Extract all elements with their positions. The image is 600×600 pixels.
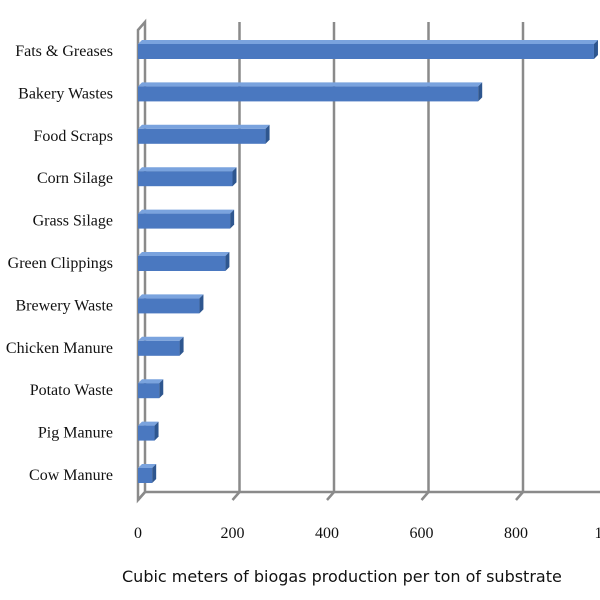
bar xyxy=(138,252,230,271)
bar-top xyxy=(138,209,235,214)
bar-top xyxy=(138,464,157,468)
floor-line xyxy=(137,490,600,501)
bar-top xyxy=(138,82,483,87)
bar-top xyxy=(138,421,159,426)
bar-top xyxy=(138,294,204,299)
bar-front xyxy=(138,213,231,229)
bar-end xyxy=(159,379,164,399)
grid-layer xyxy=(136,18,600,504)
labels-layer: 0 200 400 600 800 1000 Fats & Greases Bakery Wa… xyxy=(6,43,600,542)
bar-end xyxy=(232,167,237,187)
x-tick-label: 800 xyxy=(504,525,528,542)
bar-front xyxy=(138,425,155,441)
bar-end xyxy=(478,82,483,102)
bar-end xyxy=(152,464,157,483)
bar-front xyxy=(138,86,479,102)
bar-front xyxy=(138,171,233,187)
bar xyxy=(138,124,270,144)
gridline xyxy=(231,22,241,501)
x-tick-label: 1000 xyxy=(595,525,600,542)
bar-front xyxy=(138,256,226,271)
bar-top xyxy=(138,124,270,129)
category-label: Cow Manure xyxy=(29,467,113,484)
category-label: Grass Silage xyxy=(33,213,113,230)
bar-top xyxy=(138,167,237,172)
category-label: Pig Manure xyxy=(38,425,113,442)
bar-top xyxy=(138,40,598,44)
bar-end xyxy=(199,294,204,314)
bar-front xyxy=(138,383,160,399)
category-label: Chicken Manure xyxy=(6,340,113,357)
bar xyxy=(138,294,204,314)
gridline xyxy=(515,22,525,501)
bar-top xyxy=(138,379,164,384)
x-tick-label: 400 xyxy=(315,525,339,542)
x-tick-label: 200 xyxy=(221,525,245,542)
bar-front xyxy=(138,298,200,314)
bars-layer xyxy=(138,40,598,483)
bar xyxy=(138,209,235,229)
bar xyxy=(138,464,157,483)
category-label: Green Clippings xyxy=(8,255,113,272)
bar-top xyxy=(138,252,230,256)
bar xyxy=(138,421,159,441)
bar-front xyxy=(138,340,180,356)
bar-top xyxy=(138,336,184,341)
x-tick-label: 600 xyxy=(410,525,434,542)
bar xyxy=(138,167,237,187)
bar-end xyxy=(225,252,230,271)
bar xyxy=(138,82,483,102)
x-tick-label: 0 xyxy=(134,525,142,542)
bar-front xyxy=(138,128,266,144)
bar xyxy=(138,336,184,356)
bar xyxy=(138,379,164,399)
bar-end xyxy=(593,40,598,59)
gridline xyxy=(420,22,430,501)
category-label: Potato Waste xyxy=(30,382,113,399)
bar-end xyxy=(265,124,270,144)
bar-end xyxy=(154,421,159,441)
bar-end xyxy=(230,209,235,229)
bar-front xyxy=(138,468,153,483)
bar-front xyxy=(138,44,594,59)
gridline xyxy=(326,22,336,501)
bar-end xyxy=(179,336,184,356)
bar xyxy=(138,40,598,59)
category-label: Brewery Waste xyxy=(16,297,114,314)
category-label: Fats & Greases xyxy=(15,43,113,60)
category-label: Corn Silage xyxy=(37,170,113,187)
category-label: Food Scraps xyxy=(33,128,113,145)
x-axis-title: Cubic meters of biogas production per to… xyxy=(122,567,562,586)
category-label: Bakery Wastes xyxy=(18,85,113,102)
